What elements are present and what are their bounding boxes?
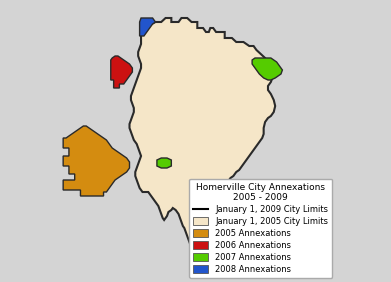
Polygon shape xyxy=(252,58,282,80)
Legend: January 1, 2009 City Limits, January 1, 2005 City Limits, 2005 Annexations, 2006: January 1, 2009 City Limits, January 1, … xyxy=(189,179,332,278)
Polygon shape xyxy=(63,126,129,196)
Polygon shape xyxy=(129,18,275,246)
Polygon shape xyxy=(111,56,133,88)
Polygon shape xyxy=(140,18,156,36)
Polygon shape xyxy=(157,158,171,168)
